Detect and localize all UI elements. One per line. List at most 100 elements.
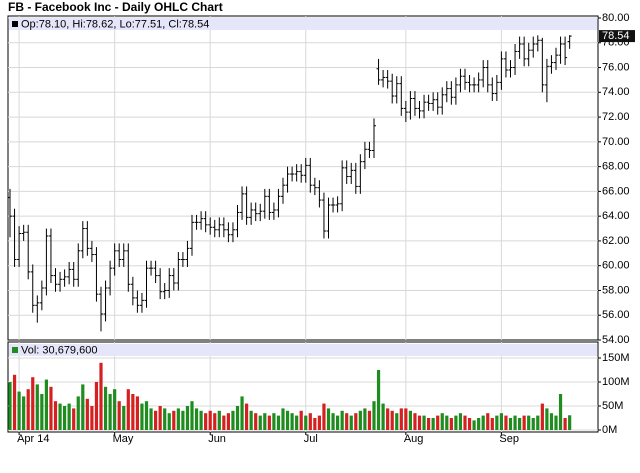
volume-bar [154,410,158,430]
volume-bar [472,420,476,430]
volume-bar [427,418,431,430]
volume-bar [376,370,381,430]
volume-bar [467,418,472,430]
volume-bar [545,408,549,430]
volume-bar [558,394,563,430]
legend-swatch [12,21,18,27]
volume-bar [549,413,554,430]
volume-bar [395,413,399,430]
volume-bar [336,415,340,430]
volume-bar [363,408,367,430]
volume-bar [445,415,449,430]
volume-bar [76,396,80,430]
volume-bar [181,410,185,430]
volume-bar [536,415,540,430]
volume-bar [295,415,299,430]
volume-bar [249,410,253,430]
volume-bar [35,384,39,430]
volume-bar [399,408,403,430]
volume-bar [431,418,435,430]
volume-bar [63,406,67,430]
volume-bar [281,408,285,430]
volume-bar [17,391,21,430]
volume-bar [554,415,558,430]
y-tick-label: 150M [602,352,630,364]
volume-bar [417,415,422,430]
volume-bar [518,418,522,430]
volume-bar [8,382,12,430]
y-tick-label: 68.00 [602,161,630,173]
volume-bar [508,418,513,430]
volume-bar [340,410,344,430]
volume-bar [495,415,499,430]
volume-bar [413,413,417,430]
x-tick-label: Apr 14 [17,433,49,445]
y-tick-label: 60.00 [602,260,630,272]
volume-bar [276,415,281,430]
volume-bar [527,415,531,430]
volume-bar [267,415,271,430]
y-tick-label: 76.00 [602,61,630,73]
volume-bar [408,410,412,430]
y-tick-label: 50M [602,400,623,412]
x-tick-label: Jul [304,433,318,445]
volume-bar [322,403,326,430]
y-tick-label: 54.00 [602,334,630,346]
x-tick-label: Sep [499,433,519,445]
volume-bar [199,410,203,430]
volume-bar [149,408,153,430]
chart-title: FB - Facebook Inc - Daily OHLC Chart [8,0,223,14]
volume-bar [258,415,262,430]
volume-bar [58,403,62,430]
y-tick-label: 100M [602,376,630,388]
volume-bar [358,410,362,430]
legend-band [9,18,597,30]
volume-bar [167,413,171,430]
volume-bar [126,389,130,430]
legend-text: Op:78.10, Hi:78.62, Lo:77.51, Cl:78.54 [21,18,209,30]
volume-bar [94,382,99,430]
volume-bar [135,396,139,430]
volume-bar [522,415,526,430]
volume-bar [144,401,149,430]
volume-bar [422,415,426,430]
volume-bar [313,418,317,430]
volume-bar [185,406,190,430]
volume-bar [81,384,85,430]
volume-bar [390,410,394,430]
volume-bar [404,408,408,430]
volume-bar [531,418,535,430]
volume-bar [122,406,126,430]
volume-bar [272,413,276,430]
volume-bar [240,396,244,430]
volume-bar [367,410,372,430]
y-tick-label: 62.00 [602,235,630,247]
volume-bar [513,415,517,430]
volume-bar [172,410,176,430]
volume-bar [208,410,212,430]
volume-bar [113,389,117,430]
volume-bar [304,415,308,430]
volume-bar [463,415,467,430]
x-tick-label: Aug [404,433,424,445]
volume-bar [449,418,453,430]
volume-bar [263,413,267,430]
volume-bar [204,413,208,430]
volume-bar [454,415,458,430]
volume-bar [540,403,544,430]
volume-bar [563,418,567,430]
volume-bar [499,413,503,430]
volume-bar [108,394,112,430]
volume-bar [163,408,167,430]
x-tick-label: May [113,433,134,445]
volume-bar [440,413,444,430]
volume-bar [317,415,321,430]
volume-bar [345,413,349,430]
volume-bar [285,410,290,430]
volume-bar [131,394,135,430]
volume-bar [44,379,48,430]
volume-bar [504,415,508,430]
volume-bar [354,413,358,430]
volume-bar [331,413,335,430]
volume-bar [140,403,144,430]
